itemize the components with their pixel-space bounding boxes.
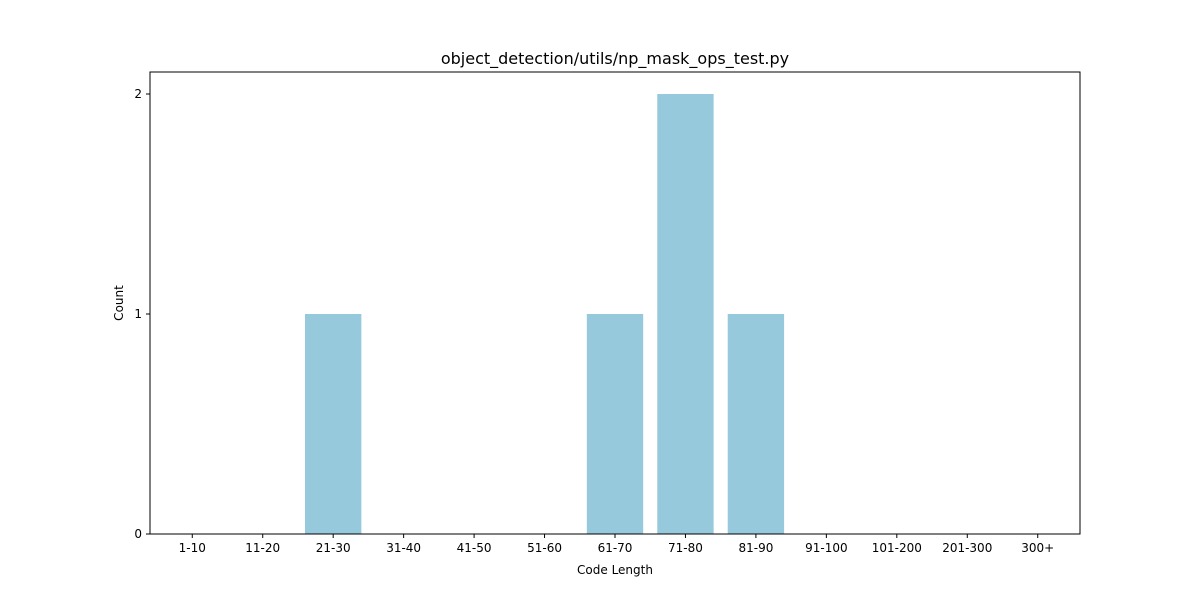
y-tick-label: 1 xyxy=(134,307,142,321)
bar-21-30 xyxy=(305,314,362,534)
x-tick-label: 31-40 xyxy=(386,541,421,555)
y-tick-label: 2 xyxy=(134,87,142,101)
x-tick-label: 11-20 xyxy=(245,541,280,555)
bar-61-70 xyxy=(586,314,644,534)
x-tick-label: 201-300 xyxy=(942,541,992,555)
x-tick-label: 21-30 xyxy=(316,541,351,555)
bar-71-80 xyxy=(657,94,714,534)
bar-81-90 xyxy=(727,314,785,534)
x-axis: 1-10 11-20 21-30 31-40 41-50 51-60 61-70 71-80 8… xyxy=(179,534,1054,555)
x-tick-label: 51-60 xyxy=(527,541,562,555)
x-tick-label: 71-80 xyxy=(668,541,703,555)
x-tick-label: 61-70 xyxy=(598,541,633,555)
x-tick-label: 81-90 xyxy=(738,541,773,555)
x-tick-label: 1-10 xyxy=(179,541,206,555)
y-axis-title: Count xyxy=(112,285,126,321)
y-tick-label: 0 xyxy=(134,527,142,541)
x-tick-label: 300+ xyxy=(1021,541,1054,555)
x-tick-label: 101-200 xyxy=(872,541,922,555)
bars-layer xyxy=(305,94,785,534)
y-axis: 0 1 2 xyxy=(134,87,150,541)
x-tick-label: 41-50 xyxy=(457,541,492,555)
chart-title: object_detection/utils/np_mask_ops_test.… xyxy=(441,49,789,69)
x-tick-label: 91-100 xyxy=(805,541,848,555)
x-axis-title: Code Length xyxy=(577,563,653,577)
